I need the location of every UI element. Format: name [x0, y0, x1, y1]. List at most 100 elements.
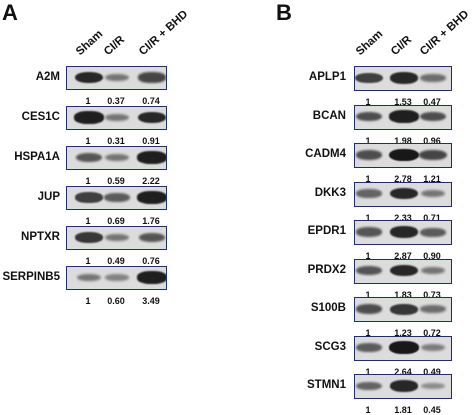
quantification-value: 0.91: [142, 136, 160, 146]
quantification-value: 1: [85, 296, 91, 306]
blot-band: [389, 187, 419, 200]
blot-band: [355, 150, 383, 160]
quantification-value: 2.33: [394, 212, 412, 223]
blot-band: [105, 274, 129, 281]
blot-strip: [354, 258, 452, 284]
quantification-value: 1: [85, 96, 91, 106]
column-header: Sham: [353, 28, 386, 58]
blot-band: [355, 265, 383, 276]
blot-band: [104, 113, 130, 122]
protein-label: APLP1: [308, 71, 346, 83]
blot-band: [104, 153, 130, 162]
quantification-value: 0.59: [107, 176, 125, 186]
quantification-value: 1: [85, 216, 91, 226]
column-header: CI/R + BHD: [136, 8, 191, 58]
quantification-value: 1: [365, 366, 371, 377]
quantification-value: 1: [85, 136, 91, 146]
blot-strip: [66, 226, 167, 250]
column-header: CI/R + BHD: [417, 8, 472, 58]
blot-band: [389, 72, 419, 84]
blot-band: [421, 382, 445, 390]
quantification-value: 0.74: [142, 96, 160, 106]
blot-band: [104, 193, 130, 202]
quantification-value: 0.45: [423, 405, 441, 415]
blot-band: [137, 151, 166, 164]
protein-label: DKK3: [314, 186, 346, 199]
quantification-value: 0.90: [423, 251, 441, 261]
blot-band: [138, 232, 166, 243]
quantification-value: 0.76: [142, 256, 160, 266]
quantification-value: 0.49: [423, 366, 441, 377]
quantification-value: 1: [365, 328, 371, 338]
quantification-value: 1: [85, 256, 91, 266]
quantification-value: 3.49: [142, 296, 160, 306]
quantification-value: 0.31: [107, 136, 125, 146]
blot-strip: [354, 104, 452, 130]
quantification-value: 1.23: [394, 328, 412, 338]
blot-strip: [354, 374, 452, 399]
quantification-value: 2.87: [394, 251, 412, 261]
quantification-value: 0.47: [423, 97, 441, 107]
blot-band: [138, 72, 166, 83]
blot-band: [137, 191, 166, 204]
quantification-value: 2.78: [394, 174, 412, 184]
blot-band: [104, 73, 130, 82]
quantification-value: 0.37: [107, 96, 125, 106]
protein-label: CADM4: [305, 148, 346, 160]
blot-band: [389, 380, 419, 392]
blot-band: [356, 189, 382, 198]
quantification-value: 0.72: [423, 328, 441, 338]
blot-band: [74, 111, 104, 124]
blot-band: [420, 304, 446, 314]
blot-strip: [66, 66, 167, 90]
protein-label: A2M: [35, 71, 60, 83]
blot-strip: [354, 181, 452, 207]
protein-label: BCAN: [312, 109, 346, 122]
blot-band: [75, 232, 103, 243]
blot-band: [355, 111, 383, 122]
protein-label: JUP: [37, 191, 60, 203]
quantification-value: 1.83: [394, 289, 412, 300]
quantification-value: 1: [85, 176, 91, 186]
blot-band: [389, 264, 419, 277]
quantification-value: 1.98: [394, 135, 412, 146]
blot-band: [389, 341, 419, 354]
blot-band: [137, 271, 166, 284]
blot-band: [74, 71, 104, 84]
quantification-value: 1: [365, 251, 371, 261]
blot-band: [104, 233, 130, 242]
protein-label: STMN1: [307, 379, 346, 391]
blot-band: [75, 152, 103, 163]
protein-label: SERPINB5: [2, 271, 60, 283]
column-header: CI/R: [388, 33, 415, 58]
protein-label: PRDX2: [307, 263, 346, 276]
blot-band: [420, 266, 446, 275]
blot-band: [389, 110, 419, 123]
quantification-value: 1.21: [423, 174, 441, 184]
quantification-value: 0.96: [423, 135, 441, 146]
blot-band: [389, 226, 419, 238]
quantification-value: 0.71: [423, 212, 441, 223]
blot-band: [356, 343, 382, 352]
blot-strip: [354, 335, 452, 361]
quantification-value: 1.81: [394, 405, 412, 415]
panel-label-a: A: [2, 0, 18, 25]
column-header: CI/R: [101, 33, 128, 58]
blot-band: [355, 304, 383, 314]
panel-label-b: B: [276, 0, 292, 25]
blot-band: [76, 273, 102, 282]
blot-band: [420, 73, 446, 83]
quantification-value: 2.64: [394, 366, 412, 377]
protein-label: EPDR1: [307, 225, 346, 237]
blot-band: [420, 227, 446, 237]
blot-band: [389, 148, 419, 162]
quantification-value: 1.76: [142, 216, 160, 226]
quantification-value: 0.69: [107, 216, 125, 226]
column-header: Sham: [73, 28, 106, 58]
protein-label: CES1C: [21, 111, 60, 123]
blot-strip: [66, 106, 167, 130]
blot-strip: [66, 186, 167, 210]
quantification-value: 1: [365, 97, 371, 107]
quantification-value: 1: [365, 174, 371, 184]
protein-label: NPTXR: [21, 231, 60, 243]
